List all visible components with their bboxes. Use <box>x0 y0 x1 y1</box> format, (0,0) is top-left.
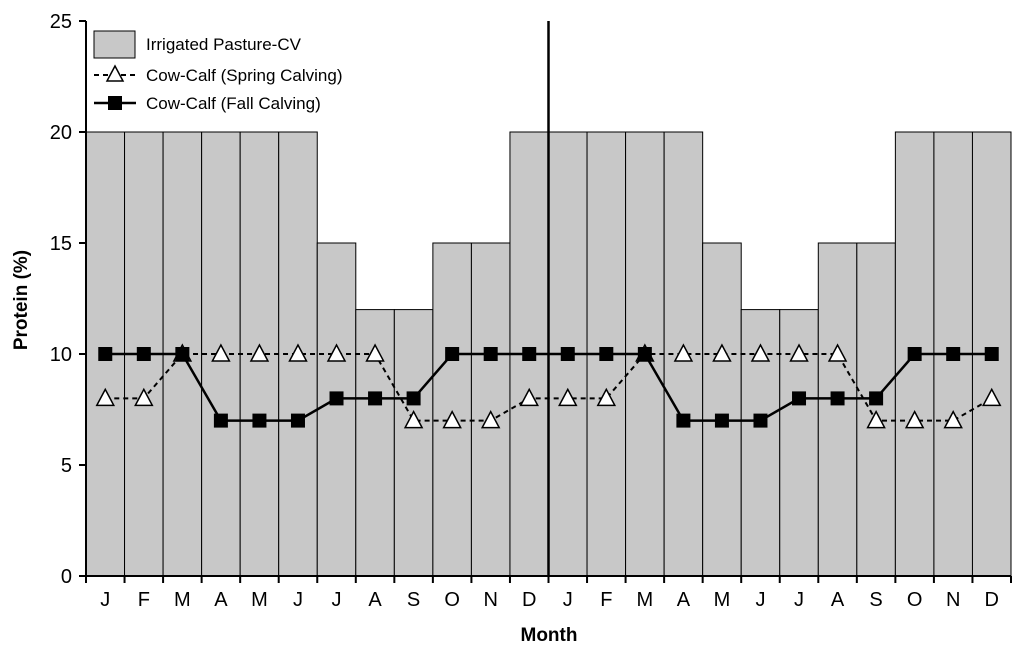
marker-spring-calving <box>943 410 963 429</box>
marker-fall-calving <box>753 413 768 428</box>
x-tick-label: D <box>985 589 999 611</box>
marker-fall-calving <box>252 413 267 428</box>
x-tick-label: J <box>755 589 765 611</box>
x-tick-label: S <box>407 589 420 611</box>
marker-spring-calving <box>95 387 116 407</box>
x-tick-label: J <box>293 589 303 611</box>
bar-irrigated-pasture <box>817 242 858 577</box>
marker-fall-calving <box>560 347 575 361</box>
bar-irrigated-pasture <box>393 309 434 577</box>
legend: Irrigated Pasture-CV Cow-Calf (Spring Ca… <box>93 30 343 113</box>
x-tick-label: J <box>332 589 342 611</box>
marker-spring-calving <box>519 387 539 407</box>
marker-spring-calving <box>904 410 925 429</box>
x-tick-label: A <box>831 589 845 611</box>
marker-fall-calving <box>136 347 151 361</box>
marker-fall-calving <box>329 391 344 406</box>
marker-spring-calving <box>403 410 424 429</box>
marker-fall-calving <box>830 391 845 406</box>
bar-irrigated-pasture <box>470 242 511 577</box>
marker-spring-calving <box>134 387 154 407</box>
x-tick-label: J <box>563 589 573 611</box>
lines-layer <box>95 343 1002 429</box>
marker-fall-calving <box>984 347 999 361</box>
marker-fall-calving <box>637 347 652 361</box>
marker-spring-calving <box>750 343 771 362</box>
marker-fall-calving <box>792 391 807 406</box>
x-tick-label: D <box>522 589 536 611</box>
axes-layer: 0 5 10 15 20 25 J F M A M J J A S O N D J F M A M J J A S O N D <box>50 11 1012 611</box>
x-tick-label: F <box>600 589 612 611</box>
x-tick-label: O <box>444 589 460 611</box>
x-tick-label: A <box>677 589 691 611</box>
legend-label-irrigated-pasture: Irrigated Pasture-CV <box>146 35 302 54</box>
legend-marker-fall-calving <box>108 96 122 110</box>
bar-irrigated-pasture <box>702 242 742 577</box>
marker-spring-calving <box>712 343 732 362</box>
marker-spring-calving <box>211 343 231 362</box>
x-tick-label: J <box>100 589 110 611</box>
marker-fall-calving <box>368 391 383 406</box>
legend-label-spring-calving: Cow-Calf (Spring Calving) <box>146 66 343 85</box>
x-tick-label: M <box>174 589 191 611</box>
marker-fall-calving <box>676 413 691 428</box>
x-tick-label: S <box>869 589 882 611</box>
marker-spring-calving <box>596 387 617 407</box>
marker-spring-calving <box>442 410 462 429</box>
y-tick-label: 10 <box>50 344 72 366</box>
bar-irrigated-pasture <box>432 242 472 577</box>
marker-fall-calving <box>483 347 498 361</box>
marker-spring-calving <box>326 343 347 362</box>
marker-fall-calving <box>213 413 228 428</box>
marker-fall-calving <box>599 347 614 361</box>
marker-fall-calving <box>907 347 922 361</box>
marker-fall-calving <box>445 347 460 361</box>
marker-fall-calving <box>98 347 113 361</box>
x-tick-label: F <box>138 589 150 611</box>
y-tick-label: 5 <box>61 455 72 477</box>
marker-fall-calving <box>946 347 961 361</box>
marker-fall-calving <box>406 391 421 406</box>
x-tick-label: A <box>214 589 228 611</box>
marker-fall-calving <box>714 413 729 428</box>
x-tick-label: O <box>907 589 923 611</box>
x-tick-label: M <box>251 589 268 611</box>
marker-spring-calving <box>827 343 848 362</box>
legend-swatch-irrigated-pasture <box>93 30 136 59</box>
x-tick-label: M <box>637 589 654 611</box>
marker-spring-calving <box>365 343 385 362</box>
x-tick-label: M <box>714 589 731 611</box>
x-tick-label: J <box>794 589 804 611</box>
x-tick-label: A <box>368 589 382 611</box>
line-spring-calving <box>105 353 993 422</box>
marker-fall-calving <box>290 413 305 428</box>
x-tick-label: N <box>946 589 960 611</box>
marker-fall-calving <box>522 347 537 361</box>
marker-spring-calving <box>558 387 578 407</box>
marker-fall-calving <box>869 391 884 406</box>
y-tick-label: 25 <box>50 11 72 33</box>
x-tick-label: N <box>483 589 497 611</box>
marker-spring-calving <box>789 343 809 362</box>
x-axis-title: Month <box>521 625 578 646</box>
marker-spring-calving <box>866 410 886 429</box>
y-axis-title: Protein (%) <box>11 250 32 350</box>
marker-spring-calving <box>249 343 270 362</box>
marker-fall-calving <box>175 347 190 361</box>
legend-marker-spring-calving <box>105 64 125 82</box>
marker-spring-calving <box>288 343 308 362</box>
y-tick-label: 20 <box>50 122 72 144</box>
y-tick-label: 0 <box>61 566 72 588</box>
bar-irrigated-pasture <box>856 242 896 577</box>
marker-spring-calving <box>673 343 694 362</box>
marker-spring-calving <box>480 410 501 429</box>
marker-spring-calving <box>981 387 1002 407</box>
legend-label-fall-calving: Cow-Calf (Fall Calving) <box>146 94 321 113</box>
y-tick-label: 15 <box>50 233 72 255</box>
bar-irrigated-pasture <box>316 242 357 577</box>
